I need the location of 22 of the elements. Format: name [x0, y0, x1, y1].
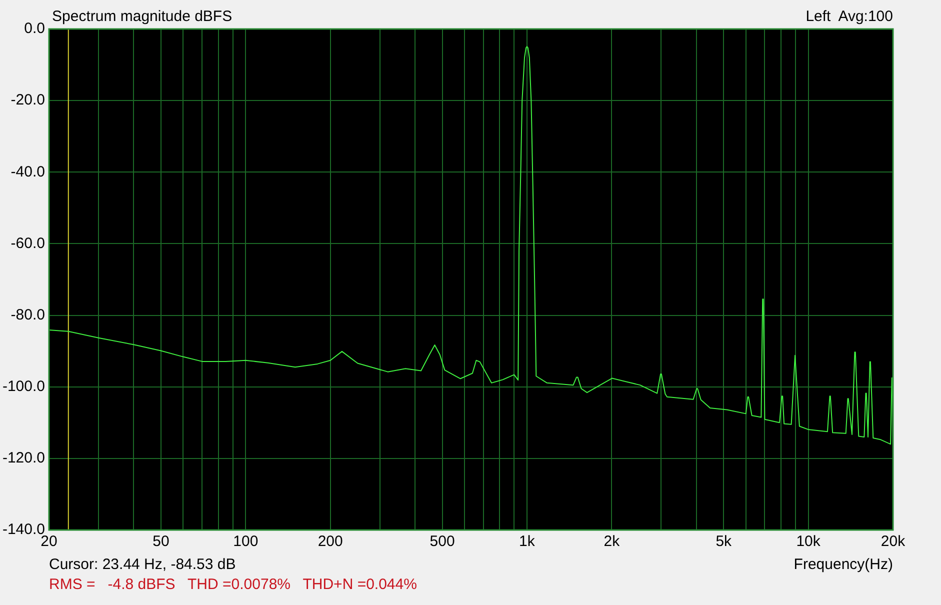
x-tick-label: 20 [40, 533, 58, 550]
x-axis-title: Frequency(Hz) [794, 556, 893, 573]
x-tick-label: 5k [716, 533, 732, 550]
y-tick-label: -20.0 [10, 92, 45, 109]
y-tick-label: -120.0 [2, 450, 45, 467]
text: Cursor: 23.44 Hz, -84.53 dB [49, 556, 236, 573]
y-tick-label: -40.0 [10, 163, 45, 180]
x-tick-label: 50 [152, 533, 170, 550]
chart-subtitle: Left Avg:100 [806, 8, 893, 25]
x-tick-label: 1k [519, 533, 536, 550]
x-tick-label: 10k [796, 533, 821, 550]
x-tick-label: 200 [318, 533, 343, 550]
x-tick-label: 100 [233, 533, 258, 550]
y-tick-label: 0.0 [24, 20, 45, 38]
chart-title: Spectrum magnitude dBFS [52, 8, 232, 25]
y-tick-label: -100.0 [2, 378, 45, 395]
text: RMS = -4.8 dBFS THD =0.0078% THD+N =0.044% [49, 576, 417, 593]
x-tick-label: 20k [880, 533, 906, 550]
y-tick-label: -80.0 [10, 306, 45, 324]
x-tick-label: 500 [430, 533, 455, 550]
x-tick-label: 2k [604, 533, 620, 550]
y-tick-label: -60.0 [10, 234, 45, 252]
